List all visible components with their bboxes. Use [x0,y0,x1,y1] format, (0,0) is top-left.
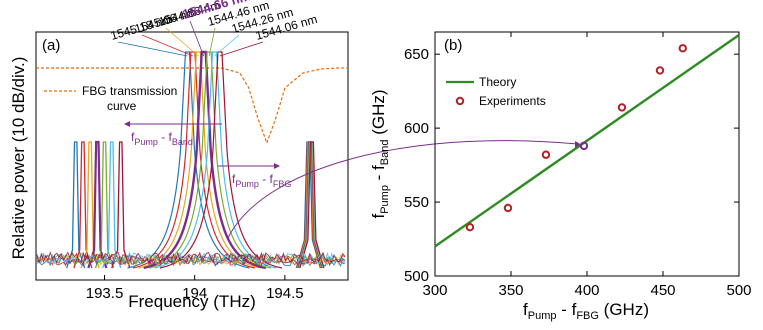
pump-band-sub2: Band [172,137,193,147]
wavelength-leader [141,34,194,57]
fbg-legend-text: FBG transmission [82,84,177,98]
pump-band-f1: f [131,130,135,144]
panel-b-ylabel-f1: f [369,214,388,219]
pump-peak [159,51,283,269]
theory-line [434,34,740,248]
panel-a-x-tick-label: 193.5 [86,285,124,302]
pump-fbg-sub2: FBG [273,179,292,189]
pump-band-sep: - f [158,130,173,144]
fbg-legend-line1: FBG transmission [82,84,177,98]
fbg-legend-line2: curve [107,99,137,113]
panel-a-plot-area [35,31,349,281]
panel-b-series [434,34,740,248]
cross-panel-arrow [227,140,579,239]
panel-b-plot-area [434,31,740,277]
panel-b-ylabel: fPump - fBand (GHz) [369,89,391,218]
band-peak [87,140,108,269]
pump-band-label: fPump - fBand [131,130,193,147]
band-peak [66,141,86,269]
experiments-legend-text: Experiments [479,94,546,108]
panel-b-y-tick-label: 500 [404,268,429,285]
panel-a-ylabel: Relative power (10 dB/div.) [9,57,28,260]
right-peak [299,141,325,269]
experiment-point [465,223,475,232]
panel-b-ticks: 300 350 400 450 500 500 550 600 650 [404,32,752,299]
band-peak [94,141,115,269]
experiment-point [503,203,513,213]
panel-b-x-tick-label: 350 [498,282,523,299]
panel-b-xlabel-sub1: Pump [528,310,557,322]
panel-b-y-tick-label: 650 [404,46,429,63]
panel-b-ylabel-sub2: Band [379,140,391,166]
panel-a-x-ticks: 193.5 194 194.5 [86,275,304,302]
panel-b-xlabel-unit: (GHz) [599,300,649,319]
panel-a-x-tick-label: 194.5 [266,285,304,302]
pump-band-arrowhead [124,121,130,127]
panel-b-xlabel-sep: - f [556,300,576,319]
wavelength-leader [214,34,240,57]
panel-b-xlabel-sub2: FBG [576,310,599,322]
panel-b-xlabel-f1: f [523,300,528,319]
pump-fbg-label: fPump - fFBG [232,172,291,189]
panel-b-ylabel-sep: - f [369,165,388,185]
wavelength-leader [165,27,199,57]
panel-b-x-tick-label: 500 [726,282,751,299]
panel-b-ylabel-sub1: Pump [379,185,391,214]
panel-a-label: (a) [42,37,60,54]
panel-b: 300 350 400 450 500 500 550 600 650 (b) Theory E… [369,31,752,322]
noise-trace [36,251,346,264]
pump-fbg-sep: - f [259,172,274,186]
panel-b-ylabel-unit: (GHz) [369,89,388,139]
panel-b-x-tick-label: 450 [650,282,675,299]
noise-trace [36,251,346,265]
panel-b-xlabel: fPump - fFBG (GHz) [523,300,649,322]
noise-floor [36,251,346,268]
experiment-point [579,141,589,151]
wavelength-leader [189,20,205,57]
theory-legend-text: Theory [479,75,516,89]
pump-peak [154,51,277,269]
panel-b-label: (b) [444,37,462,54]
experiments-legend-marker [455,96,465,106]
panel-b-x-tick-label: 300 [422,282,447,299]
panel-a: 193.5 194 194.5 (a) FBG transmission curve… [9,0,349,311]
panel-a-xlabel: Frequency (THz) [128,292,256,311]
pump-band-sub1: Pump [134,137,158,147]
experiment-point [678,44,687,53]
wavelength-leader [208,27,216,57]
panel-b-x-tick-label: 400 [574,282,599,299]
pump-fbg-f1: f [232,172,236,186]
experiment-point [541,150,551,159]
pump-peak [132,51,256,269]
cross-panel-arrowhead [575,141,582,148]
pump-fbg-arrowhead [274,163,280,169]
panel-a-x-tick-label: 194 [182,285,207,302]
experiment-point [655,66,665,75]
panel-b-y-tick-label: 600 [404,120,429,137]
pump-peak [143,50,266,270]
wavelength-leader [219,41,264,57]
pump-fbg-sub1: Pump [235,179,259,189]
experiment-point [617,103,627,112]
wavelength-leader [117,41,188,57]
panel-b-y-tick-label: 550 [404,194,429,211]
band-peak [73,141,93,269]
